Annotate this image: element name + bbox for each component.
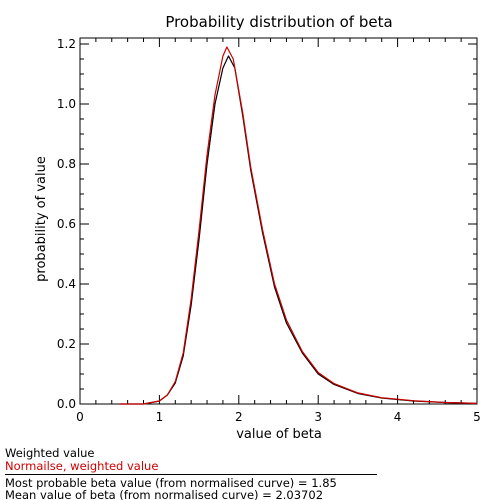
x-tick-label: 0: [76, 410, 84, 424]
x-axis-label: value of beta: [236, 427, 322, 442]
plot-border: [79, 37, 478, 405]
legend-item-normalised: Normailse, weighted value: [5, 459, 158, 473]
series-line-normalised: [119, 46, 478, 405]
x-axis: 0 1 2 3 4 5: [76, 38, 481, 424]
annotation-most-probable: Most probable beta value (from normalise…: [5, 476, 337, 490]
legend-item-weighted: Weighted value: [5, 446, 95, 460]
y-tick-label: 0.8: [57, 157, 76, 171]
y-axis: 0.0 0.2 0.4 0.6 0.8 1.0 1.2: [57, 37, 477, 411]
y-tick-label: 1.0: [57, 97, 76, 111]
series-layer: [119, 46, 478, 405]
y-tick-label: 0.0: [57, 397, 76, 411]
x-tick-label: 4: [394, 410, 402, 424]
y-tick-label: 1.2: [57, 37, 76, 51]
x-tick-label: 5: [473, 410, 481, 424]
x-tick-label: 2: [235, 410, 243, 424]
x-tick-label: 1: [156, 410, 164, 424]
y-tick-label: 0.4: [57, 277, 76, 291]
annotation-mean: Mean value of beta (from normalised curv…: [5, 488, 323, 500]
x-tick-label: 3: [314, 410, 322, 424]
chart-title: Probability distribution of beta: [165, 13, 392, 31]
y-tick-label: 0.6: [57, 217, 76, 231]
y-tick-label: 0.2: [57, 337, 76, 351]
plot-frame: [79, 37, 478, 405]
y-axis-label: probability of value: [34, 156, 49, 282]
